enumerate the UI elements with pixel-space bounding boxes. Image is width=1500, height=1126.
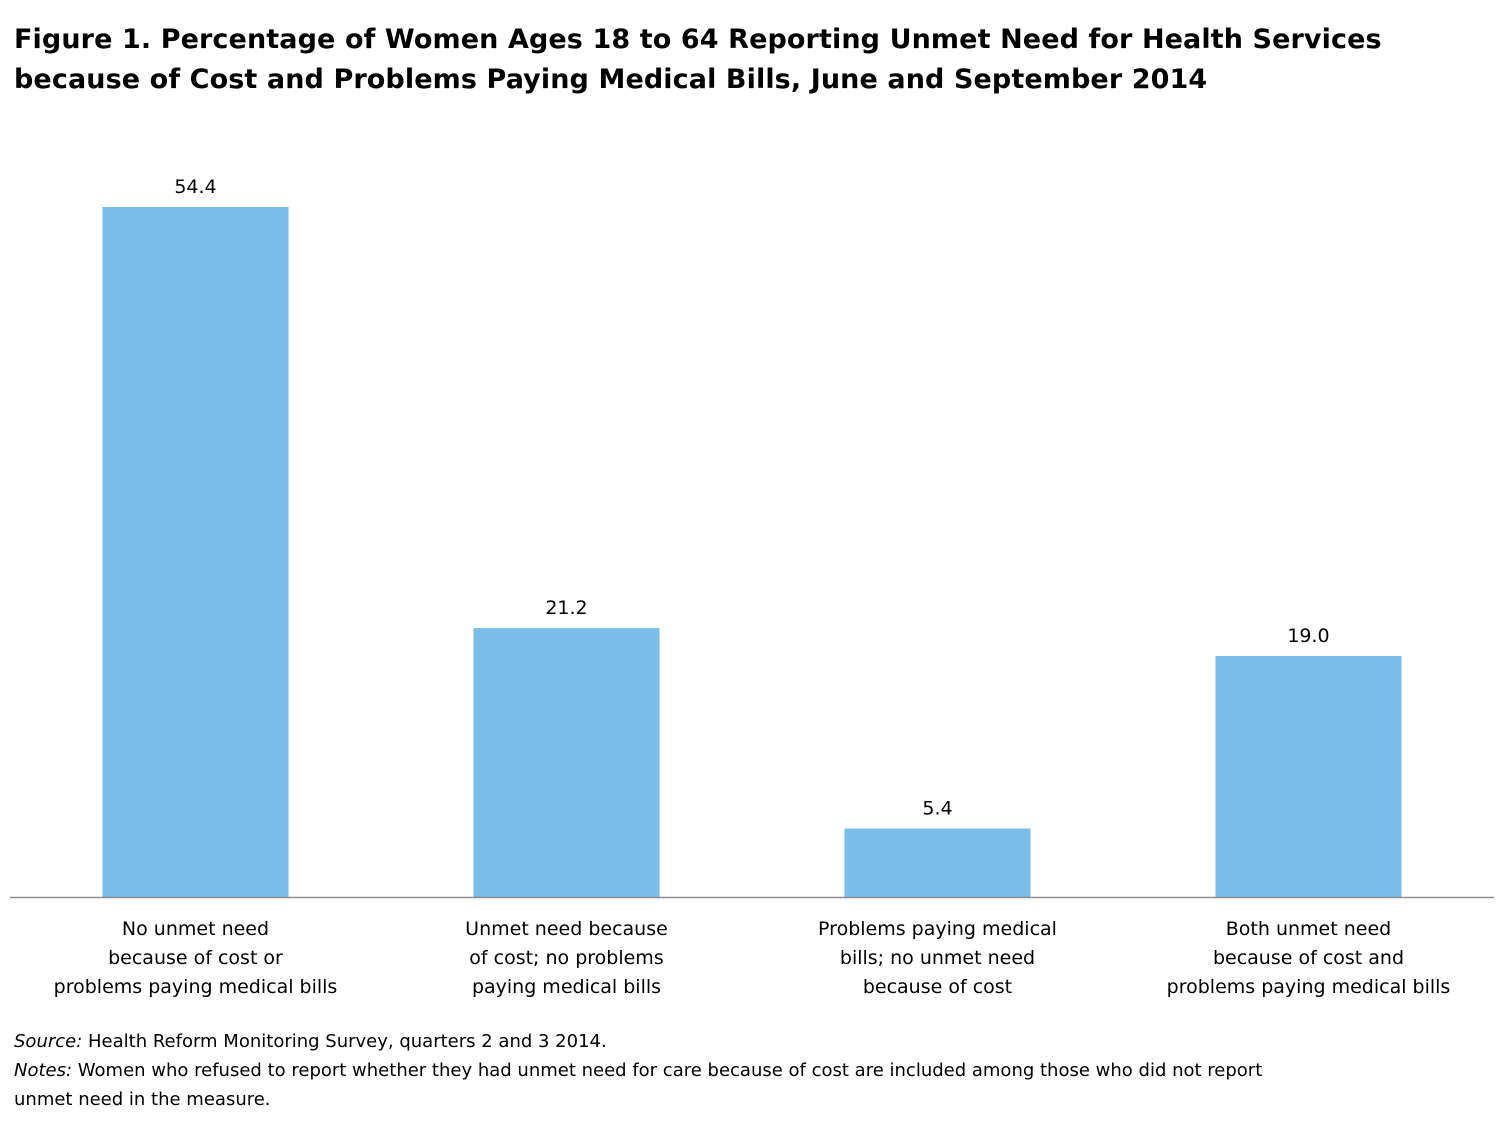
category-label-4-line-2: because of cost and: [1213, 947, 1404, 969]
category-label-1: No unmet need because of cost or problems …: [54, 918, 338, 998]
notes-label: Notes:: [14, 1060, 73, 1081]
data-label-4: 19.0: [1287, 625, 1329, 647]
category-label-1-line-1: No unmet need: [122, 918, 269, 940]
category-label-2-line-3: paying medical bills: [472, 976, 661, 998]
chart-title-line-2: because of Cost and Problems Paying Medi…: [14, 64, 1208, 95]
notes-text-1: Women who refused to report whether they…: [72, 1060, 1263, 1081]
chart-title-line-1: Figure 1. Percentage of Women Ages 18 to…: [14, 24, 1382, 55]
source-label: Source:: [14, 1031, 83, 1052]
source-line: Source: Health Reform Monitoring Survey,…: [14, 1027, 1484, 1056]
bar-2: [473, 628, 660, 897]
category-label-2-line-1: Unmet need because: [465, 918, 668, 940]
category-label-3-line-1: Problems paying medical: [818, 918, 1057, 940]
category-label-1-line-3: problems paying medical bills: [54, 976, 338, 998]
data-label-1: 54.4: [174, 176, 216, 198]
notes-line: Notes: Women who refused to report wheth…: [14, 1056, 1484, 1085]
category-label-2-line-2: of cost; no problems: [469, 947, 663, 969]
data-label-2: 21.2: [545, 597, 587, 619]
bar-3: [844, 828, 1031, 897]
category-label-4-line-3: problems paying medical bills: [1167, 976, 1451, 998]
category-label-3-line-3: because of cost: [863, 976, 1012, 998]
category-label-2: Unmet need because of cost; no problems pa…: [465, 918, 668, 998]
category-label-3-line-2: bills; no unmet need: [840, 947, 1035, 969]
notes-line-2: unmet need in the measure.: [14, 1089, 271, 1110]
data-label-3: 5.4: [922, 798, 952, 820]
category-label-4-line-1: Both unmet need: [1226, 918, 1391, 940]
source-text: Health Reform Monitoring Survey, quarter…: [82, 1031, 607, 1052]
chart-title: Figure 1. Percentage of Women Ages 18 to…: [14, 20, 1484, 100]
category-label-3: Problems paying medical bills; no unmet n…: [818, 918, 1057, 998]
category-label-4: Both unmet need because of cost and proble…: [1167, 918, 1451, 998]
bar-1: [102, 207, 289, 897]
chart-footer: Source: Health Reform Monitoring Survey,…: [14, 1027, 1484, 1114]
bar-4: [1215, 656, 1402, 897]
category-label-1-line-2: because of cost or: [108, 947, 283, 969]
